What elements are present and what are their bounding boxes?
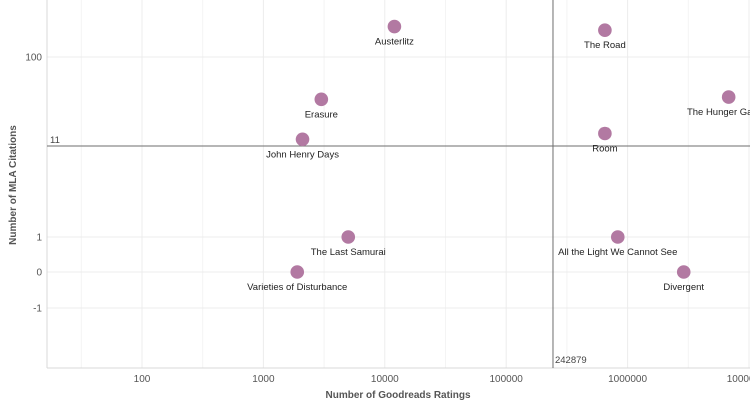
y-tick-label: 0 (36, 268, 42, 279)
x-tick-label: 100000 (490, 374, 524, 385)
x-tick-label: 10000000 (727, 374, 750, 385)
data-point-label: Austerlitz (375, 37, 414, 48)
data-point (295, 132, 310, 147)
data-point (387, 19, 402, 34)
data-point (721, 90, 736, 104)
data-point-label: Room (592, 143, 617, 154)
x-tick-label: 1000000 (608, 374, 647, 385)
data-point-label: The Last Samurai (311, 247, 386, 258)
x-tick-label: 1000 (252, 374, 275, 385)
data-point (598, 126, 612, 141)
data-point (676, 265, 691, 279)
data-point-label: Varieties of Disturbance (247, 282, 347, 293)
y-tick-label: 1 (36, 233, 42, 244)
data-points: Austerlitz The Road Erasure The Hunger Game… (247, 19, 750, 293)
data-point-label: All the Light We Cannot See (558, 247, 677, 258)
axis-ticks: 100 1000 10000 100000 1000000 10000000 100 1 0 -1 (25, 53, 750, 386)
data-point (341, 230, 356, 244)
x-tick-label: 10000 (371, 374, 399, 385)
x-tick-label: 100 (134, 374, 151, 385)
data-point (290, 265, 305, 279)
data-point-label: Erasure (305, 109, 338, 120)
reference-lines: 242879 11 (47, 0, 750, 368)
y-tick-label: 100 (25, 53, 42, 64)
y-reference-label: 11 (50, 135, 60, 146)
y-tick-label: -1 (33, 304, 42, 315)
x-reference-label: 242879 (555, 355, 587, 366)
data-point-label: Divergent (663, 282, 704, 293)
data-point-label: John Henry Days (266, 149, 339, 160)
data-point-label: The Hunger Games (687, 107, 750, 118)
grid (46, 0, 750, 369)
x-axis-title: Number of Goodreads Ratings (325, 390, 470, 401)
data-point (610, 230, 625, 244)
data-point (314, 92, 329, 107)
data-point (598, 23, 612, 38)
y-axis-title: Number of MLA Citations (8, 125, 19, 245)
data-point-label: The Road (584, 40, 626, 51)
